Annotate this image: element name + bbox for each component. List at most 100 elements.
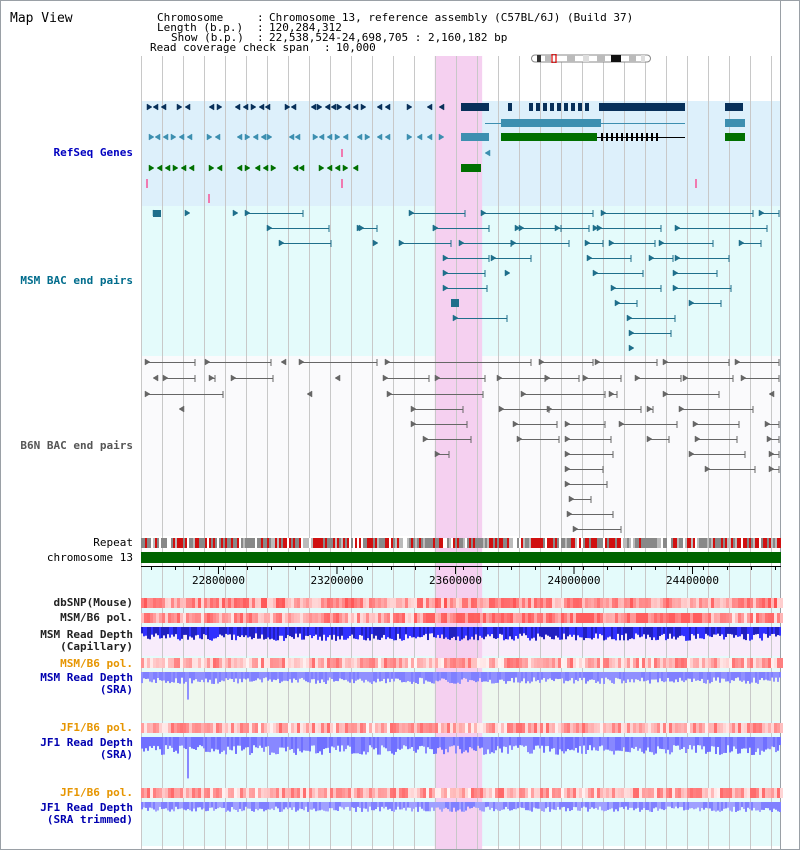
gene-arrow[interactable] — [236, 133, 243, 141]
jf1-depth-trim-bars[interactable] — [141, 802, 781, 812]
gene-block[interactable] — [501, 119, 601, 127]
selected-region-highlight[interactable] — [434, 56, 483, 850]
b6n-bac-pair-end[interactable] — [566, 510, 573, 518]
msm-bac-pair-end[interactable] — [510, 239, 517, 247]
jf1-b6-pol-trim-strip[interactable] — [141, 788, 783, 798]
msm-bac-end[interactable] — [184, 209, 191, 217]
b6n-bac-pair-end[interactable] — [564, 435, 571, 443]
msm-bac-end[interactable] — [592, 224, 599, 232]
msm-bac-pair-end[interactable] — [628, 329, 635, 337]
gene-exon[interactable] — [571, 103, 575, 111]
gene-arrow[interactable] — [206, 133, 213, 141]
msm-bac-pair-end[interactable] — [688, 299, 695, 307]
gene-exon[interactable] — [656, 133, 658, 141]
b6n-bac-pair-end[interactable] — [144, 358, 151, 366]
gene-arrow[interactable] — [208, 103, 215, 111]
msm-bac-end[interactable] — [432, 224, 439, 232]
b6n-bac-pair-end[interactable] — [662, 390, 669, 398]
b6n-bac-pair-end[interactable] — [544, 374, 551, 382]
b6n-bac-pair-end[interactable] — [646, 405, 653, 413]
gene-arrow[interactable] — [262, 164, 269, 172]
gene-arrow[interactable] — [164, 164, 171, 172]
msm-bac-end[interactable] — [372, 239, 379, 247]
ideogram-current-region[interactable] — [551, 54, 557, 63]
gene-arrow[interactable] — [148, 164, 155, 172]
msm-bac-pair-end[interactable] — [408, 209, 415, 217]
gene-arrow[interactable] — [318, 133, 325, 141]
b6n-bac-pair-end[interactable] — [496, 374, 503, 382]
gene-arrow[interactable] — [266, 133, 273, 141]
b6n-bac-pair-end[interactable] — [734, 358, 741, 366]
gene-exon[interactable] — [585, 103, 589, 111]
b6n-bac-pair-end[interactable] — [512, 420, 519, 428]
gene-exon[interactable] — [611, 133, 613, 141]
gene-block[interactable] — [461, 164, 481, 172]
b6n-bac-pair-end[interactable] — [594, 358, 601, 366]
msm-bac-pair-end[interactable] — [626, 314, 633, 322]
b6n-bac-end[interactable] — [768, 390, 775, 398]
gene-arrow[interactable] — [260, 133, 267, 141]
b6n-bac-pair-end[interactable] — [568, 495, 575, 503]
gene-arrow[interactable] — [360, 103, 367, 111]
gene-marker[interactable] — [695, 179, 697, 188]
gene-arrow[interactable] — [208, 164, 215, 172]
gene-arrow[interactable] — [252, 133, 259, 141]
b6n-bac-end[interactable] — [306, 390, 313, 398]
gene-arrow[interactable] — [364, 133, 371, 141]
gene-block[interactable] — [461, 103, 489, 111]
msm-bac-pair-end[interactable] — [442, 269, 449, 277]
msm-bac-pair-end[interactable] — [442, 284, 449, 292]
gene-arrow[interactable] — [336, 103, 343, 111]
msm-bac-end[interactable] — [628, 344, 635, 352]
gene-exon[interactable] — [578, 103, 582, 111]
gene-arrow[interactable] — [154, 133, 161, 141]
gene-block[interactable] — [725, 119, 745, 127]
gene-arrow[interactable] — [216, 164, 223, 172]
gene-arrow[interactable] — [352, 164, 359, 172]
gene-arrow[interactable] — [176, 103, 183, 111]
gene-arrow[interactable] — [284, 103, 291, 111]
msm-bac-pair-end[interactable] — [278, 239, 285, 247]
gene-exon[interactable] — [529, 103, 533, 111]
gene-exon[interactable] — [616, 133, 618, 141]
msm-bac-pair-end[interactable] — [648, 254, 655, 262]
gene-arrow[interactable] — [292, 164, 299, 172]
gene-arrow[interactable] — [234, 103, 241, 111]
msm-b6-pol-cap-strip[interactable] — [141, 613, 783, 623]
gene-exon[interactable] — [599, 103, 603, 111]
b6n-bac-pair-end[interactable] — [410, 420, 417, 428]
gene-exon[interactable] — [646, 133, 648, 141]
jf1-depth-sra-bars[interactable] — [141, 737, 781, 779]
b6n-bac-pair-end[interactable] — [662, 358, 669, 366]
gene-arrow[interactable] — [188, 164, 195, 172]
b6n-bac-pair-end[interactable] — [384, 358, 391, 366]
jf1-b6-pol-strip[interactable] — [141, 723, 783, 733]
gene-arrow[interactable] — [376, 103, 383, 111]
b6n-bac-pair-end[interactable] — [688, 450, 695, 458]
msm-bac-pair-end[interactable] — [674, 254, 681, 262]
msm-bac-pair-end[interactable] — [490, 254, 497, 262]
gene-arrow[interactable] — [294, 133, 301, 141]
b6n-bac-pair-end[interactable] — [498, 405, 505, 413]
gene-exon[interactable] — [564, 103, 568, 111]
gene-arrow[interactable] — [342, 164, 349, 172]
dbsnp-strip[interactable] — [141, 598, 783, 608]
gene-exon[interactable] — [536, 103, 540, 111]
b6n-bac-end[interactable] — [152, 374, 159, 382]
gene-arrow[interactable] — [334, 164, 341, 172]
b6n-bac-end[interactable] — [280, 358, 287, 366]
msm-bac-pair-end[interactable] — [592, 269, 599, 277]
gene-block[interactable] — [461, 133, 489, 141]
gene-arrow[interactable] — [264, 103, 271, 111]
msm-bac-pair-end[interactable] — [672, 269, 679, 277]
gene-marker[interactable] — [208, 194, 210, 203]
msm-bac-pair-end[interactable] — [674, 224, 681, 232]
gene-exon[interactable] — [557, 103, 561, 111]
gene-arrow[interactable] — [186, 133, 193, 141]
gene-exon[interactable] — [651, 133, 653, 141]
gene-arrow[interactable] — [236, 164, 243, 172]
gene-arrow[interactable] — [318, 164, 325, 172]
b6n-bac-end[interactable] — [178, 405, 185, 413]
gene-arrow[interactable] — [312, 133, 319, 141]
